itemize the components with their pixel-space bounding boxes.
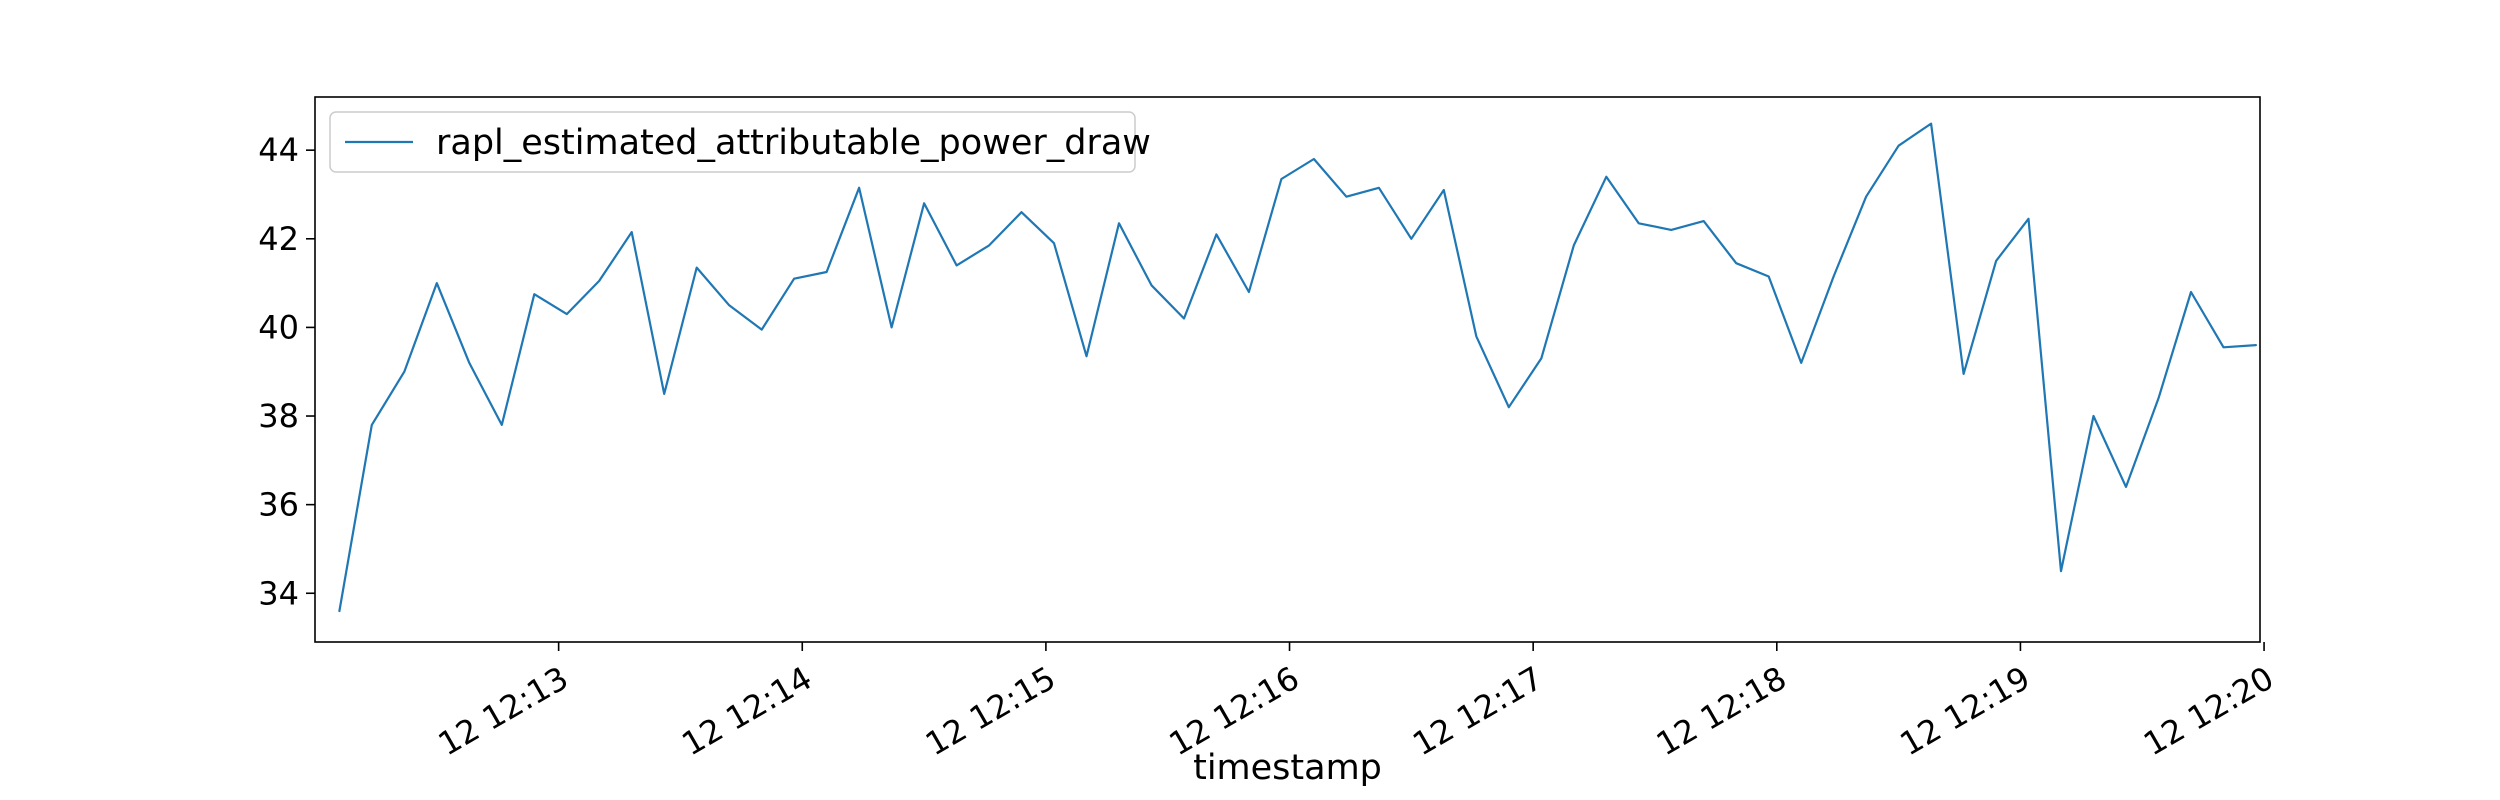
legend-box xyxy=(329,111,1136,173)
data-point xyxy=(1278,176,1284,182)
data-point xyxy=(791,276,797,282)
data-point xyxy=(1311,156,1317,162)
data-point xyxy=(986,242,992,248)
data-point xyxy=(1051,240,1057,246)
data-point xyxy=(1896,143,1902,149)
data-point xyxy=(629,229,635,235)
data-point xyxy=(1116,220,1122,226)
data-point xyxy=(336,608,342,614)
y-axis: 34 36 38 40 42 44 xyxy=(258,131,315,612)
data-point xyxy=(1603,174,1609,180)
data-point xyxy=(661,391,667,397)
data-point xyxy=(2253,342,2259,348)
data-point xyxy=(1343,194,1349,200)
data-point xyxy=(1668,227,1674,233)
data-point xyxy=(1993,258,1999,264)
series-line xyxy=(338,122,2257,613)
data-point xyxy=(531,291,537,297)
data-point xyxy=(889,324,895,330)
data-point xyxy=(1798,360,1804,366)
data-point xyxy=(1376,185,1382,191)
data-point xyxy=(1246,289,1252,295)
data-point xyxy=(2156,395,2162,401)
data-point xyxy=(1408,236,1414,242)
y-tick-label: 44 xyxy=(258,131,299,169)
data-point xyxy=(401,369,407,375)
data-point xyxy=(856,185,862,191)
data-point xyxy=(824,269,830,275)
data-point xyxy=(1538,355,1544,361)
legend-series-label: rapl_estimated_attributable_power_draw xyxy=(436,123,1151,163)
data-point xyxy=(434,280,440,286)
data-point xyxy=(1506,404,1512,410)
data-point xyxy=(1149,282,1155,288)
data-point xyxy=(2123,484,2129,490)
data-point xyxy=(499,422,505,428)
data-point xyxy=(466,360,472,366)
data-point xyxy=(1928,121,1934,127)
y-tick-label: 36 xyxy=(258,486,299,524)
data-point xyxy=(1766,274,1772,280)
data-point xyxy=(726,302,732,308)
data-point xyxy=(1571,242,1577,248)
plot-area-background xyxy=(315,97,2260,642)
data-point xyxy=(2221,344,2227,350)
data-point xyxy=(1863,194,1869,200)
data-point xyxy=(1181,316,1187,322)
plot-area-border xyxy=(314,96,2261,643)
data-point xyxy=(694,265,700,271)
y-tick-label: 40 xyxy=(258,308,299,346)
y-tick-label: 42 xyxy=(258,220,299,258)
data-point xyxy=(596,278,602,284)
data-point xyxy=(1019,209,1025,215)
y-tick-label: 34 xyxy=(258,574,299,612)
data-point xyxy=(759,327,765,333)
data-point xyxy=(2026,216,2032,222)
data-point xyxy=(921,200,927,206)
data-point xyxy=(1213,231,1219,237)
data-point xyxy=(2058,568,2064,574)
legend: rapl_estimated_attributable_power_draw xyxy=(329,111,1151,173)
data-point xyxy=(1441,187,1447,193)
data-point xyxy=(2188,289,2194,295)
data-point xyxy=(564,311,570,317)
y-tick-label: 38 xyxy=(258,397,299,435)
data-point xyxy=(1733,260,1739,266)
data-point xyxy=(1831,274,1837,280)
data-point xyxy=(1473,333,1479,339)
data-point xyxy=(954,262,960,268)
data-point xyxy=(1636,220,1642,226)
x-axis-title: timestamp xyxy=(1193,748,1382,788)
data-point xyxy=(1961,371,1967,377)
data-point xyxy=(1084,353,1090,359)
data-point xyxy=(1701,218,1707,224)
data-point xyxy=(369,422,375,428)
data-point xyxy=(2091,413,2097,419)
